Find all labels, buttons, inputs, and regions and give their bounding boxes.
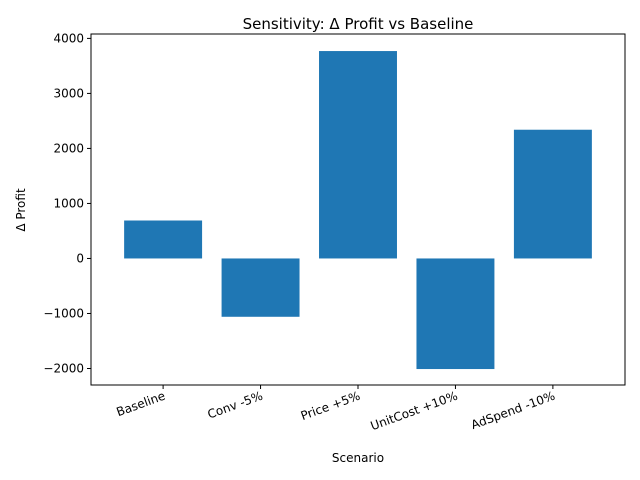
x-tick-label: Price +5% xyxy=(299,389,362,423)
x-tick-label: UnitCost +10% xyxy=(369,389,460,434)
y-tick-label: 2000 xyxy=(53,141,84,155)
bar-conv-5 xyxy=(221,258,300,317)
y-tick-label: 1000 xyxy=(53,196,84,210)
x-axis-ticks: Baseline Conv -5% Price +5% UnitCost +10% Ad… xyxy=(115,385,557,433)
bar-adspend-10 xyxy=(513,129,592,259)
y-tick-label: −2000 xyxy=(43,361,84,375)
bar-price-5 xyxy=(319,51,397,259)
plot-frame xyxy=(90,33,626,386)
bar-unitcost-10 xyxy=(416,258,495,370)
bar-baseline xyxy=(124,220,203,259)
y-tick-label: −1000 xyxy=(43,306,84,320)
x-axis-label: Scenario xyxy=(332,451,384,465)
x-tick-label: AdSpend -10% xyxy=(469,389,557,432)
chart-title: Sensitivity: Δ Profit vs Baseline xyxy=(243,15,474,33)
y-axis-ticks: −2000 −1000 0 1000 2000 3000 4000 xyxy=(43,31,91,375)
y-tick-label: 4000 xyxy=(53,31,84,45)
y-tick-label: 3000 xyxy=(53,86,84,100)
bars-group xyxy=(124,51,592,370)
y-axis-label: Δ Profit xyxy=(14,188,28,232)
x-tick-label: Baseline xyxy=(115,389,168,420)
y-tick-label: 0 xyxy=(76,251,84,265)
x-tick-label: Conv -5% xyxy=(206,389,265,422)
